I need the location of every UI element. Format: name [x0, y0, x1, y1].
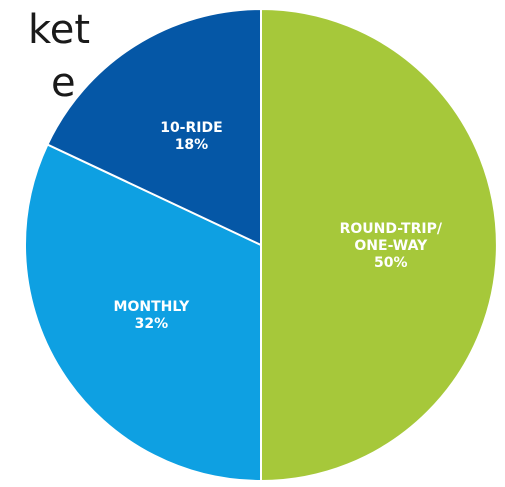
- slice-label-2: 10-RIDE 18%: [160, 120, 222, 153]
- slice-label-0: ROUND-TRIP/ONE-WAY 50%: [340, 221, 443, 271]
- slice-label-1: MONTHLY 32%: [114, 299, 191, 332]
- slice-category-label: ONE-WAY: [354, 238, 428, 254]
- slice-value-label: 50%: [374, 255, 408, 271]
- pie-slice-round-trip-one-way: [260, 7, 498, 483]
- slice-value-label: 18%: [175, 137, 209, 153]
- chart-title-fragment: ket e: [0, 6, 90, 150]
- pie-labels: ROUND-TRIP/ONE-WAY 50% MONTHLY 32% 10-RIDE 18…: [114, 120, 443, 332]
- pie-slice-10-ride: [46, 7, 262, 247]
- chart-title-line-1: ket: [28, 7, 91, 53]
- slice-category-label: ROUND-TRIP/: [340, 221, 443, 237]
- pie-slice-monthly: [24, 143, 262, 483]
- slice-category-label: 10-RIDE: [160, 120, 222, 136]
- slice-category-label: MONTHLY: [114, 299, 191, 315]
- chart-title-line-2: e: [51, 60, 76, 106]
- pie-slices: [24, 7, 498, 483]
- slice-value-label: 32%: [135, 316, 169, 332]
